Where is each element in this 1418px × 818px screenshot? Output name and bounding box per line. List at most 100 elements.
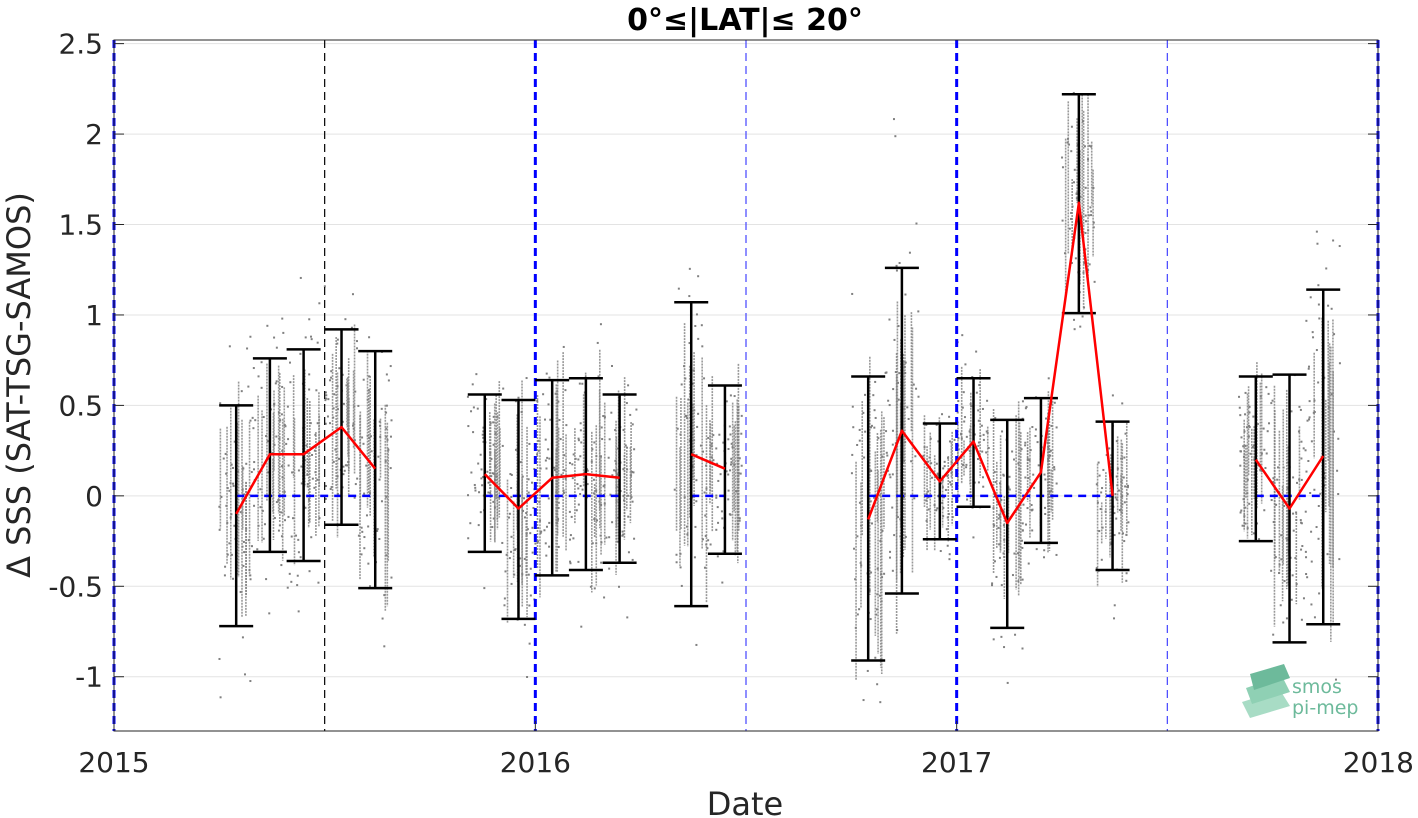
scatter-point <box>527 478 530 481</box>
scatter-point <box>306 483 309 486</box>
scatter-point <box>927 490 930 493</box>
scatter-point <box>937 494 940 497</box>
scatter-point <box>1125 572 1128 575</box>
scatter-point <box>218 528 221 531</box>
scatter-point <box>368 375 371 378</box>
scatter-point <box>579 422 582 425</box>
scatter-point <box>701 450 704 453</box>
scatter-point <box>1302 597 1305 600</box>
scatter-point <box>224 452 227 455</box>
scatter-point <box>593 441 596 444</box>
error-bar <box>1095 420 1130 572</box>
scatter-point <box>1333 333 1336 336</box>
scatter-point <box>737 480 740 483</box>
scatter-point <box>366 398 369 401</box>
scatter-point <box>1121 495 1124 498</box>
scatter-point <box>1043 549 1046 552</box>
scatter-point <box>868 589 871 592</box>
scatter-point <box>705 543 708 546</box>
scatter-point <box>351 293 354 296</box>
scatter-point <box>902 459 905 462</box>
scatter-point <box>474 486 477 489</box>
scatter-point <box>537 449 540 452</box>
scatter-point <box>1101 487 1104 490</box>
scatter-point <box>1305 573 1308 576</box>
scatter-point <box>1044 478 1047 481</box>
scatter-point <box>966 498 969 501</box>
scatter-point <box>239 590 242 593</box>
scatter-point <box>562 491 565 494</box>
scatter-point <box>873 426 876 429</box>
scatter-point <box>1053 466 1056 469</box>
scatter-point <box>898 261 901 264</box>
scatter-point <box>862 699 865 702</box>
scatter-point <box>880 573 883 576</box>
scatter-point <box>492 421 495 424</box>
scatter-point <box>1310 440 1313 443</box>
scatter-point <box>896 516 899 519</box>
scatter-point <box>699 444 702 447</box>
scatter-point <box>478 491 481 494</box>
scatter-point <box>557 501 560 504</box>
scatter-point <box>686 533 689 536</box>
scatter-point <box>696 425 699 428</box>
scatter-point <box>617 447 620 450</box>
scatter-point <box>1313 399 1316 402</box>
scatter-point <box>253 461 256 464</box>
scatter-point <box>280 535 283 538</box>
scatter-point <box>309 422 312 425</box>
error-bar <box>707 384 742 555</box>
scatter-point <box>317 581 320 584</box>
scatter-point <box>703 491 706 494</box>
y-tick-label: 1.5 <box>58 209 103 242</box>
scatter-point <box>316 341 319 344</box>
scatter-point <box>257 375 260 378</box>
scatter-point <box>369 435 372 438</box>
scatter-point <box>367 562 370 565</box>
scatter-point <box>1102 468 1105 471</box>
scatter-point <box>941 413 944 416</box>
scatter-point <box>481 484 484 487</box>
scatter-point <box>896 629 899 632</box>
scatter-point <box>479 511 482 514</box>
scatter-point <box>1272 480 1275 483</box>
scatter-point <box>738 517 741 520</box>
scatter-point <box>953 438 956 441</box>
scatter-point <box>477 462 480 465</box>
scatter-point <box>627 515 630 518</box>
scatter-point <box>1295 518 1298 521</box>
scatter-point <box>1248 502 1251 505</box>
scatter-point <box>385 495 388 498</box>
scatter-point <box>315 389 318 392</box>
scatter-point <box>985 451 988 454</box>
scatter-point <box>899 518 902 521</box>
scatter-point <box>1286 538 1289 541</box>
scatter-point <box>863 456 866 459</box>
scatter-point <box>288 572 291 575</box>
scatter-point <box>881 529 884 532</box>
scatter-point <box>941 486 944 489</box>
scatter-point <box>1068 227 1071 230</box>
scatter-point <box>1118 509 1121 512</box>
scatter-point <box>878 594 881 597</box>
scatter-point <box>361 436 364 439</box>
scatter-point <box>611 521 614 524</box>
scatter-point <box>297 610 300 613</box>
scatter-point <box>581 382 584 385</box>
scatter-point <box>935 509 938 512</box>
scatter-point <box>950 483 953 486</box>
scatter-point <box>701 538 704 541</box>
scatter-point <box>330 486 333 489</box>
scatter-point <box>513 573 516 576</box>
scatter-point <box>562 345 565 348</box>
scatter-point <box>333 393 336 396</box>
scatter-point <box>592 478 595 481</box>
scatter-point <box>1087 269 1090 272</box>
scatter-point <box>1084 186 1087 189</box>
y-tick-label: -1 <box>75 661 103 694</box>
scatter-point <box>712 459 715 462</box>
scatter-point <box>1267 392 1270 395</box>
scatter-point <box>549 418 552 421</box>
scatter-point <box>942 515 945 518</box>
scatter-point <box>1247 424 1250 427</box>
